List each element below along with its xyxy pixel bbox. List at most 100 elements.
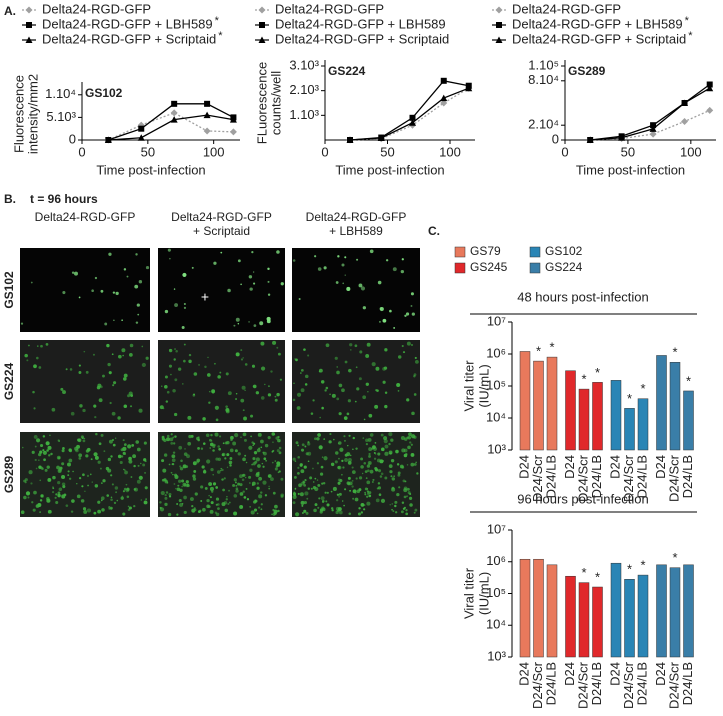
y-tick-label: 1.10⁴ [45,86,76,101]
cell-dot [132,454,137,459]
legend-label: GS102 [545,244,583,258]
cell-dot [83,350,86,353]
cell-dot [81,485,84,488]
chart-title: 96 hours post-infection [517,491,649,506]
cell-dot [100,499,103,502]
cell-dot [235,352,240,357]
x-tick-label: D24/Scr [621,661,636,709]
cell-dot [355,477,358,480]
cell-dot [295,512,300,517]
cell-dot [258,476,263,481]
cell-dot [145,356,149,360]
cell-dot [362,306,366,310]
cell-dot [413,375,416,378]
cell-dot [225,372,229,376]
cell-dot [255,457,260,462]
cell-dot [38,366,42,369]
cell-dot [136,447,141,452]
cell-dot [272,340,277,345]
cell-dot [65,368,68,371]
cell-dot [337,255,340,258]
cell-dot [239,483,243,487]
cell-dot [220,251,223,254]
cell-dot [323,456,328,461]
cell-dot [268,385,270,388]
cell-dot [204,365,207,369]
cell-dot [323,438,326,440]
cell-dot [232,441,237,446]
cell-dot [104,322,108,326]
cell-dot [372,478,375,481]
cell-dot [300,448,305,452]
bar [683,564,694,658]
cell-dot [91,481,93,483]
cell-dot [391,487,396,492]
cell-dot [224,441,228,445]
cell-dot [180,459,183,463]
cell-dot [125,483,128,486]
cell-dot [312,481,315,483]
marker [681,99,689,106]
cell-dot [390,438,394,442]
cell-dot [256,448,261,453]
cell-dot [335,506,340,511]
cell-dot [256,486,260,490]
cell-dot [252,384,257,389]
cell-dot [389,309,392,313]
cell-dot [307,354,310,357]
cell-dot [198,364,200,366]
cell-dot [355,447,358,450]
cell-dot [301,443,305,447]
cell-dot [123,468,125,471]
cell-dot [173,483,176,485]
cell-dot [393,475,395,477]
marker [26,22,32,28]
cell-dot [161,437,165,441]
cell-dot [219,371,222,374]
cell-dot [113,381,117,385]
cell-dot [274,504,278,509]
cell-dot [170,433,173,436]
cell-dot [384,451,389,456]
x-tick-label: D24/LB [543,662,558,705]
cell-dot [144,486,148,490]
cell-dot [42,450,47,455]
cell-dot [112,291,116,294]
cell-dot [377,452,381,456]
cell-dot [117,454,122,459]
cell-dot [278,451,282,455]
cell-dot [396,463,400,466]
x-tick-label: D24 [607,455,622,479]
cell-dot [393,327,396,329]
cell-dot [123,268,127,271]
cell-dot [270,477,274,481]
marker [409,114,416,121]
cell-dot [61,482,66,486]
cell-dot [169,437,174,442]
cell-dot [122,354,124,357]
cell-dot [91,289,94,292]
cell-dot [377,482,381,485]
chart-title: 48 hours post-infection [517,289,649,304]
cell-dot [304,479,307,482]
cell-dot [366,490,370,493]
cell-dot [391,503,394,505]
x-tick-label: D24 [562,455,577,479]
cell-dot [410,305,413,307]
micrograph [158,432,285,517]
cell-dot [279,378,283,381]
cell-dot [330,462,335,467]
cell-dot [196,458,201,463]
cell-dot [95,432,98,436]
cell-dot [113,319,115,322]
bar [565,370,576,451]
cell-dot [325,500,328,503]
cell-dot [125,488,130,493]
cell-dot [200,500,203,502]
x-tick-label: 50 [141,144,155,159]
cell-dot [32,508,36,512]
cell-dot [164,375,168,379]
cell-dot [108,508,110,510]
cell-dot [264,383,266,386]
cell-dot [67,474,70,477]
